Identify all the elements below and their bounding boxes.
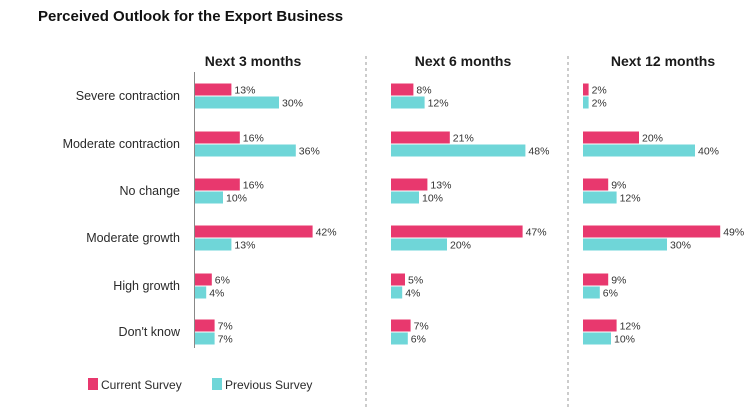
category-label: Moderate growth <box>86 231 180 245</box>
legend-label-previous: Previous Survey <box>225 378 312 392</box>
value-label: 48% <box>528 146 549 158</box>
value-label: 2% <box>592 85 607 97</box>
bar-current <box>195 225 313 238</box>
category-label: Moderate contraction <box>63 137 180 151</box>
bar-previous <box>391 144 526 157</box>
bar-current <box>391 178 428 191</box>
bar-current <box>195 319 215 332</box>
bar-previous <box>583 96 589 109</box>
bar-current <box>391 131 450 144</box>
value-label: 49% <box>723 227 744 239</box>
legend-swatch-previous <box>212 378 222 390</box>
bar-current <box>195 273 212 286</box>
value-label: 10% <box>614 334 635 346</box>
value-label: 20% <box>642 133 663 145</box>
bar-current <box>391 273 405 286</box>
value-label: 21% <box>453 133 474 145</box>
bar-previous <box>583 286 600 299</box>
bar-current <box>391 225 523 238</box>
bar-previous <box>583 144 695 157</box>
value-label: 7% <box>218 334 233 346</box>
bar-previous <box>583 191 617 204</box>
bar-current <box>195 83 232 96</box>
page-title: Perceived Outlook for the Export Busines… <box>38 8 344 25</box>
value-label: 9% <box>611 275 626 287</box>
value-label: 7% <box>218 321 233 333</box>
bar-previous <box>391 238 447 251</box>
bar-previous <box>583 238 667 251</box>
bar-previous <box>195 238 232 251</box>
bar-current <box>391 319 411 332</box>
value-label: 6% <box>215 275 230 287</box>
bar-previous <box>391 96 425 109</box>
value-label: 10% <box>422 193 443 205</box>
value-label: 16% <box>243 180 264 192</box>
value-label: 4% <box>209 288 224 300</box>
value-label: 7% <box>414 321 429 333</box>
value-label: 36% <box>299 146 320 158</box>
bar-current <box>583 178 609 191</box>
bar-current <box>391 83 414 96</box>
value-label: 13% <box>234 85 255 97</box>
value-label: 6% <box>411 334 426 346</box>
value-label: 5% <box>408 275 423 287</box>
category-label: Severe contraction <box>76 89 180 103</box>
category-label: Don't know <box>119 325 181 339</box>
bar-previous <box>391 286 403 299</box>
bar-previous <box>391 332 408 345</box>
value-label: 40% <box>698 146 719 158</box>
panel-title: Next 6 months <box>415 53 512 69</box>
value-label: 16% <box>243 133 264 145</box>
value-label: 12% <box>620 193 641 205</box>
value-label: 30% <box>282 98 303 110</box>
bar-current <box>583 131 639 144</box>
legend-swatch-current <box>88 378 98 390</box>
bar-previous <box>195 144 296 157</box>
bar-current <box>583 319 617 332</box>
value-label: 47% <box>526 227 547 239</box>
bar-previous <box>195 286 207 299</box>
panel-title: Next 3 months <box>205 53 302 69</box>
category-label: High growth <box>113 279 180 293</box>
bar-current <box>195 131 240 144</box>
bar-previous <box>391 191 419 204</box>
value-label: 8% <box>416 85 431 97</box>
bar-current <box>583 83 589 96</box>
panel-title: Next 12 months <box>611 53 715 69</box>
bar-previous <box>195 96 279 109</box>
value-label: 6% <box>603 288 618 300</box>
value-label: 12% <box>620 321 641 333</box>
bar-previous <box>583 332 611 345</box>
value-label: 9% <box>611 180 626 192</box>
value-label: 13% <box>234 240 255 252</box>
bar-current <box>195 178 240 191</box>
value-label: 12% <box>428 98 449 110</box>
value-label: 13% <box>430 180 451 192</box>
value-label: 10% <box>226 193 247 205</box>
value-label: 42% <box>316 227 337 239</box>
bar-current <box>583 273 609 286</box>
category-label: No change <box>120 184 181 198</box>
value-label: 4% <box>405 288 420 300</box>
value-label: 30% <box>670 240 691 252</box>
legend-label-current: Current Survey <box>101 378 182 392</box>
value-label: 2% <box>592 98 607 110</box>
value-label: 20% <box>450 240 471 252</box>
bar-previous <box>195 191 223 204</box>
bar-current <box>583 225 721 238</box>
bar-previous <box>195 332 215 345</box>
